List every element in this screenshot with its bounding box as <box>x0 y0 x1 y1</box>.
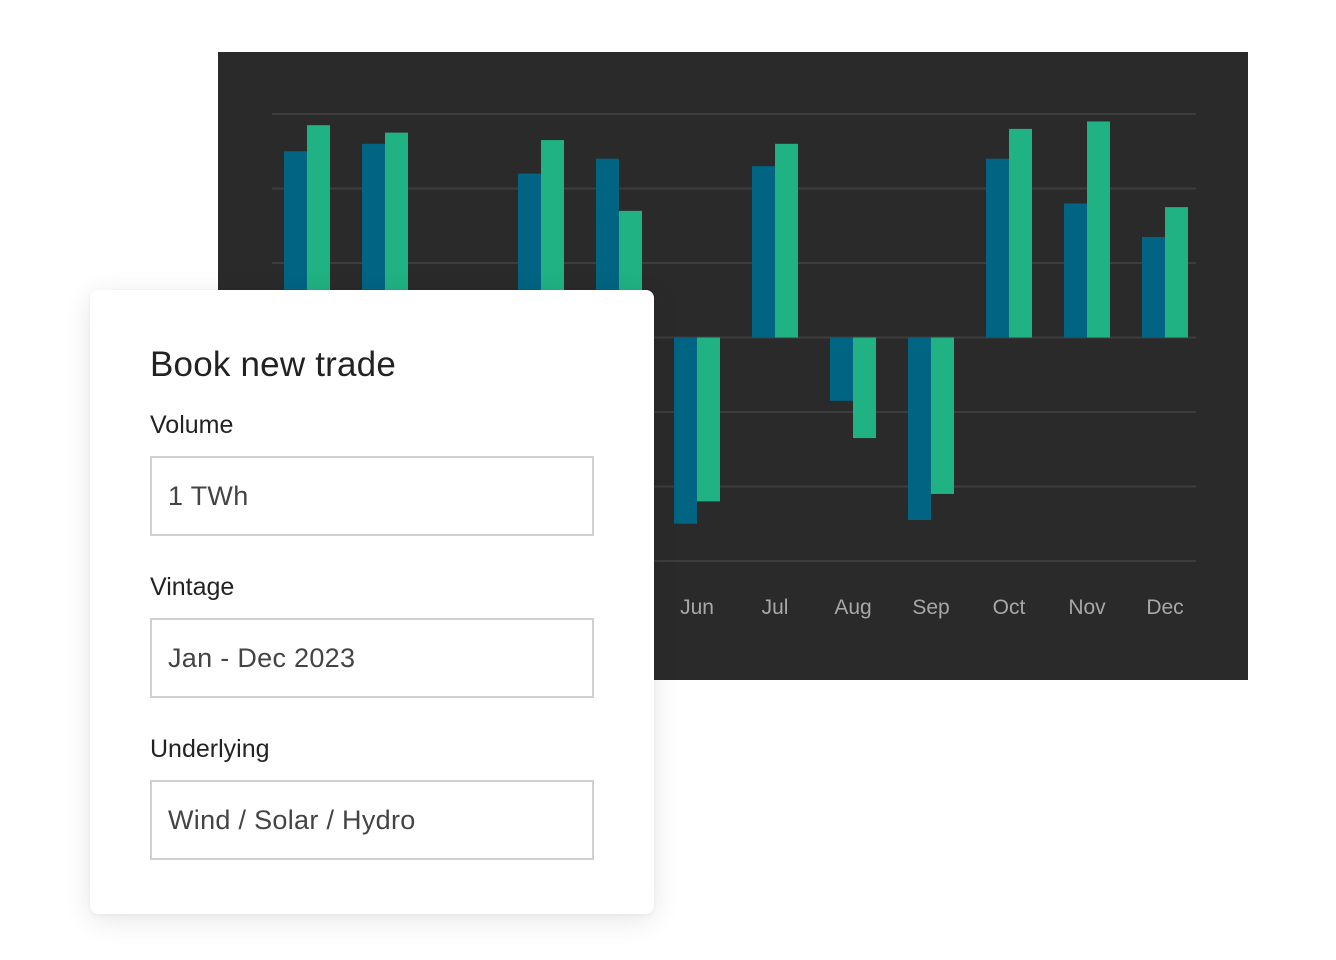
bar-apr-series-2 <box>541 140 564 338</box>
x-tick-label-sep: Sep <box>912 596 949 619</box>
bar-sep-series-2 <box>931 337 954 494</box>
underlying-label: Underlying <box>150 735 270 763</box>
bar-jul-series-1 <box>752 166 775 338</box>
bar-jan-series-2 <box>307 125 330 338</box>
bar-oct-series-2 <box>1009 128 1032 338</box>
bar-sep-series-1 <box>908 337 931 521</box>
x-tick-label-nov: Nov <box>1068 596 1106 619</box>
volume-input[interactable] <box>150 456 594 536</box>
bar-nov-series-1 <box>1064 203 1087 338</box>
x-tick-label-aug: Aug <box>834 596 871 619</box>
x-tick-label-jul: Jul <box>762 596 789 619</box>
card-title: Book new trade <box>150 345 397 384</box>
x-tick-label-jun: Jun <box>680 596 714 619</box>
x-tick-label-oct: Oct <box>993 596 1026 619</box>
volume-label: Volume <box>150 411 234 439</box>
bar-oct-series-1 <box>986 158 1009 338</box>
bar-aug-series-1 <box>830 337 853 401</box>
bar-nov-series-2 <box>1087 121 1110 338</box>
bar-dec-series-1 <box>1142 236 1165 338</box>
bar-jun-series-1 <box>674 337 697 524</box>
bar-feb-series-1 <box>362 143 385 338</box>
x-tick-label-dec: Dec <box>1146 596 1183 619</box>
bar-aug-series-2 <box>853 337 876 439</box>
book-trade-card: Book new trade Volume Vintage Underlying <box>90 290 654 914</box>
vintage-label: Vintage <box>150 573 235 601</box>
bar-dec-series-2 <box>1165 207 1188 338</box>
bar-jul-series-2 <box>775 143 798 338</box>
vintage-input[interactable] <box>150 618 594 698</box>
bar-jun-series-2 <box>697 337 720 502</box>
underlying-input[interactable] <box>150 780 594 860</box>
bar-feb-series-2 <box>385 132 408 338</box>
